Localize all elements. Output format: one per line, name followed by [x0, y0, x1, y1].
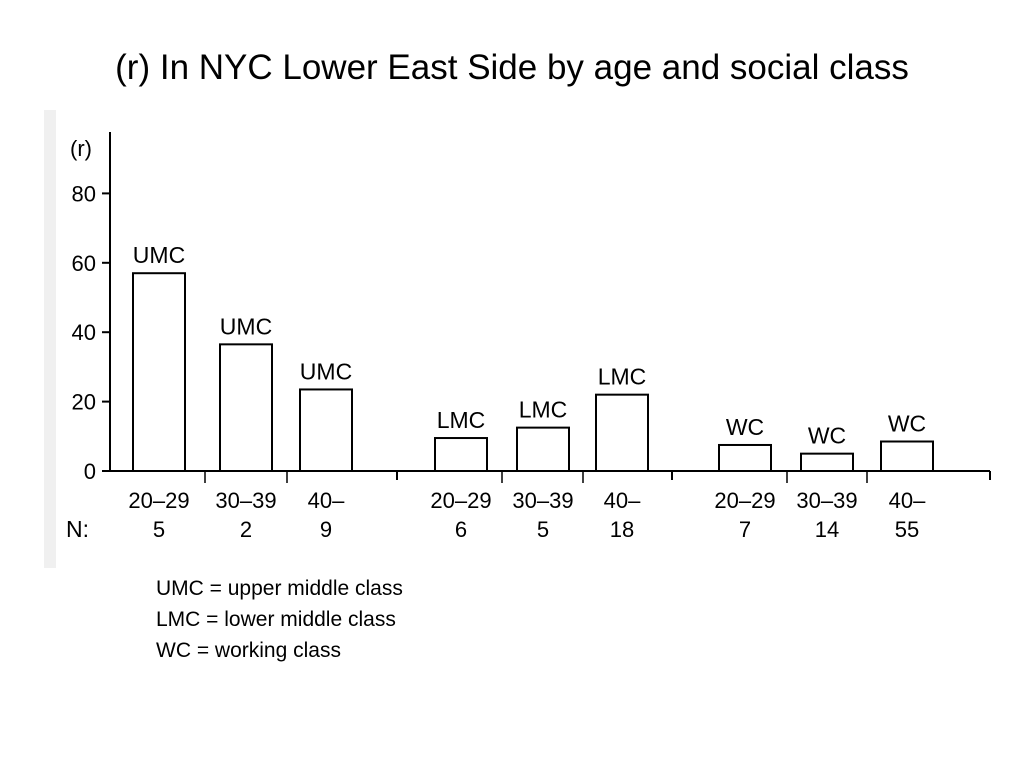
y-tick-label: 20: [72, 390, 96, 415]
bar-class-label: WC: [808, 423, 846, 449]
age-tick-label: 20–29: [430, 488, 491, 513]
bar-class-label: WC: [726, 414, 764, 440]
age-tick-label: 20–29: [714, 488, 775, 513]
bar: [516, 426, 570, 472]
n-value-label: 18: [610, 517, 634, 542]
chart-title: (r) In NYC Lower East Side by age and so…: [115, 48, 909, 87]
bar-class-label: UMC: [220, 313, 272, 339]
age-tick-label: 30–39: [512, 488, 573, 513]
bar-class-label: LMC: [519, 397, 568, 423]
bar-class-label: UMC: [133, 242, 185, 268]
age-tick-label: 40–: [889, 488, 926, 513]
bar: [132, 272, 186, 472]
bar-class-label: LMC: [437, 407, 486, 433]
bar: [299, 388, 353, 472]
legend: UMC = upper middle class LMC = lower mid…: [156, 573, 403, 666]
age-tick-label: 30–39: [215, 488, 276, 513]
y-tick-label: 40: [72, 320, 96, 345]
y-tick-label: 60: [72, 251, 96, 276]
bar: [718, 443, 772, 473]
y-axis-label: (r): [70, 136, 92, 161]
scan-edge: [44, 110, 56, 568]
y-tick-label: 80: [72, 181, 96, 206]
bar-class-label: UMC: [300, 358, 352, 384]
y-tick-label: 0: [84, 459, 96, 484]
age-tick-label: 30–39: [796, 488, 857, 513]
legend-item-umc: UMC = upper middle class: [156, 577, 403, 600]
n-value-label: 9: [320, 517, 332, 542]
legend-item-lmc: LMC = lower middle class: [156, 608, 396, 631]
n-value-label: 5: [153, 517, 165, 542]
legend-item-wc: WC = working class: [156, 639, 341, 662]
bar: [880, 440, 934, 473]
age-tick-label: 40–: [604, 488, 641, 513]
n-value-label: 5: [537, 517, 549, 542]
n-row-label: N:: [66, 516, 89, 542]
bar: [219, 343, 273, 472]
n-value-label: 55: [895, 517, 919, 542]
bar: [800, 452, 854, 472]
age-tick-label: 40–: [308, 488, 345, 513]
n-value-label: 7: [739, 517, 751, 542]
n-value-label: 2: [240, 517, 252, 542]
bar: [434, 437, 488, 473]
bar-class-label: WC: [888, 411, 926, 437]
bar: [595, 393, 649, 472]
n-value-label: 14: [815, 517, 839, 542]
n-value-label: 6: [455, 517, 467, 542]
age-tick-label: 20–29: [128, 488, 189, 513]
bar-class-label: LMC: [598, 364, 647, 390]
